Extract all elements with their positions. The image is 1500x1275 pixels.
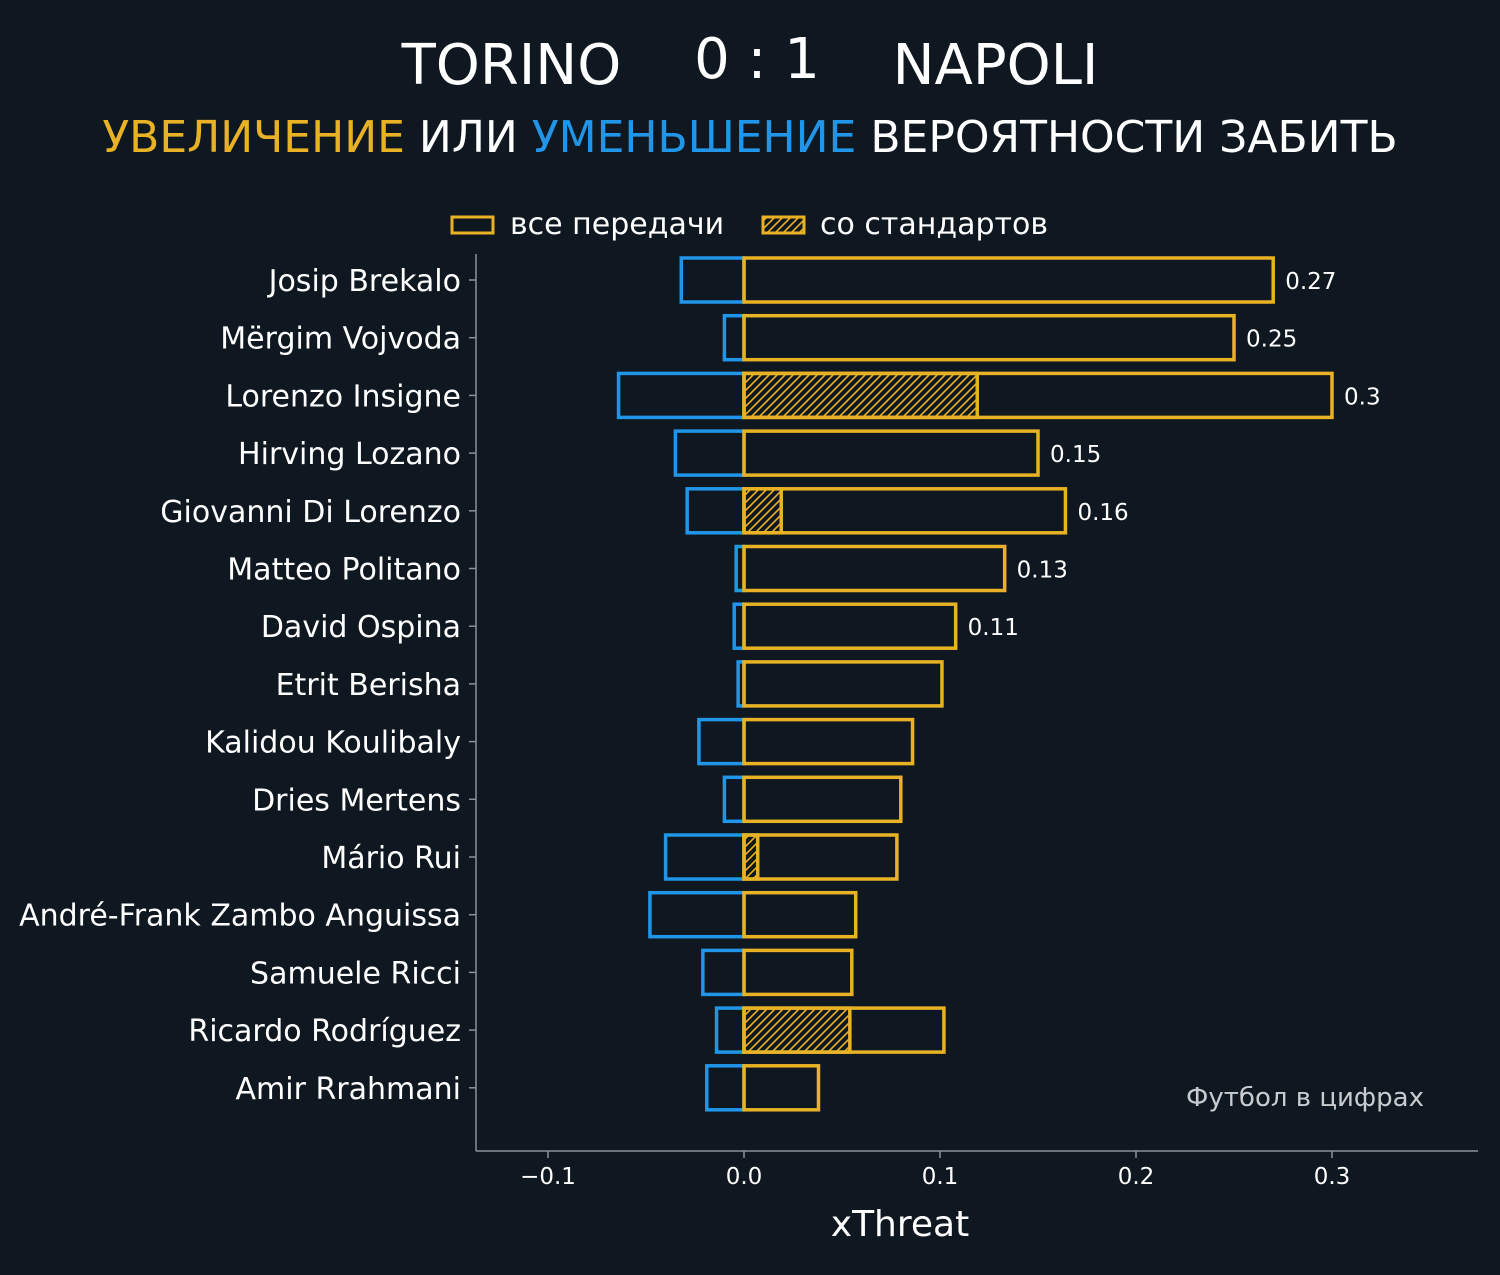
all-passes-bar (742, 717, 915, 766)
value-label: 0.11 (968, 615, 1019, 641)
player-label: André-Frank Zambo Anguissa (19, 899, 461, 934)
all-passes-bar (742, 948, 854, 997)
decrease-bar (648, 890, 746, 939)
decrease-bar (663, 833, 746, 881)
decrease-bar (722, 313, 746, 362)
score: 0 : 1 (694, 27, 820, 92)
subtitle-or: ИЛИ (419, 112, 518, 163)
player-label: Mërgim Vojvoda (220, 322, 461, 357)
value-label: 0.15 (1050, 442, 1101, 468)
player-label: Giovanni Di Lorenzo (160, 495, 461, 530)
all-passes-bar (742, 602, 958, 650)
decrease-bar (685, 487, 746, 535)
all-passes-bar (742, 429, 1040, 477)
legend-label-all-passes: все передачи (510, 207, 724, 242)
all-passes-bar (742, 487, 1068, 535)
player-label: Dries Mertens (252, 783, 461, 818)
player-label: Matteo Politano (227, 553, 461, 588)
all-passes-bar (742, 833, 899, 881)
chart-title: TORINO 0 : 1 NAPOLI (401, 27, 1099, 98)
decrease-bar (701, 948, 746, 997)
decrease-bar (722, 775, 746, 824)
decrease-bar (714, 1006, 746, 1054)
subtitle-increase: УВЕЛИЧЕНИЕ (102, 112, 405, 163)
set-piece-bar (742, 487, 783, 535)
player-label: David Ospina (261, 610, 461, 645)
player-label: Ricardo Rodríguez (188, 1014, 461, 1049)
value-label: 0.25 (1246, 327, 1297, 353)
decrease-bar (705, 1064, 746, 1112)
value-label: 0.16 (1077, 500, 1128, 526)
player-label: Kalidou Koulibaly (205, 726, 461, 761)
player-label: Etrit Berisha (276, 668, 461, 703)
legend-swatch-set-pieces (761, 215, 806, 235)
all-passes-bar (742, 660, 944, 708)
value-label: 0.27 (1285, 269, 1336, 295)
bars (616, 256, 1334, 1112)
subtitle-rest: ВЕРОЯТНОСТИ ЗАБИТЬ (870, 112, 1397, 163)
player-label: Josip Brekalo (267, 264, 461, 299)
legend: все передачи со стандартов (450, 207, 1048, 242)
x-tick-label: 0.0 (726, 1164, 763, 1190)
legend-label-set-pieces: со стандартов (820, 207, 1048, 242)
home-team: TORINO (401, 33, 622, 98)
set-piece-bar (742, 371, 979, 420)
value-label: 0.13 (1017, 558, 1068, 584)
all-passes-bar (742, 256, 1275, 304)
x-tick-label: 0.3 (1314, 1164, 1351, 1190)
player-label: Samuele Ricci (250, 956, 461, 991)
x-tick-label: 0.1 (922, 1164, 959, 1190)
x-tick-label: 0.2 (1118, 1164, 1155, 1190)
all-passes-bar (742, 1064, 821, 1112)
all-passes-bar (742, 313, 1236, 362)
player-label: Lorenzo Insigne (225, 379, 461, 414)
decrease-bar (673, 429, 746, 477)
all-passes-bar (742, 1006, 946, 1054)
all-passes-bar (742, 890, 858, 939)
player-label: Mário Rui (321, 841, 461, 876)
x-tick-label: −0.1 (520, 1164, 576, 1190)
decrease-bar (679, 256, 746, 304)
legend-swatch-all-passes (450, 215, 495, 235)
x-axis-label: xThreat (831, 1204, 969, 1245)
chart-subtitle: УВЕЛИЧЕНИЕ ИЛИ УМЕНЬШЕНИЕ ВЕРОЯТНОСТИ ЗА… (102, 112, 1397, 163)
decrease-bar (697, 717, 746, 766)
value-labels: 0.27 0.25 0.3 0.15 0.16 0.13 0.11 (968, 269, 1381, 641)
player-label: Amir Rrahmani (236, 1072, 461, 1107)
subtitle-decrease: УМЕНЬШЕНИЕ (532, 112, 857, 163)
watermark: Футбол в цифрах (1186, 1083, 1424, 1113)
x-axis-ticks: −0.1 0.0 0.1 0.2 0.3 (520, 1151, 1350, 1190)
set-piece-bar (742, 1006, 852, 1054)
all-passes-bar (742, 371, 1334, 420)
player-label: Hirving Lozano (238, 437, 461, 472)
all-passes-bar (742, 775, 903, 824)
all-passes-bar (742, 544, 1007, 593)
y-axis-labels: Josip Brekalo Mërgim Vojvoda Lorenzo Insig… (19, 264, 476, 1107)
value-label: 0.3 (1344, 384, 1381, 410)
away-team: NAPOLI (893, 33, 1099, 98)
set-piece-bar (742, 833, 760, 881)
decrease-bar (616, 371, 746, 420)
